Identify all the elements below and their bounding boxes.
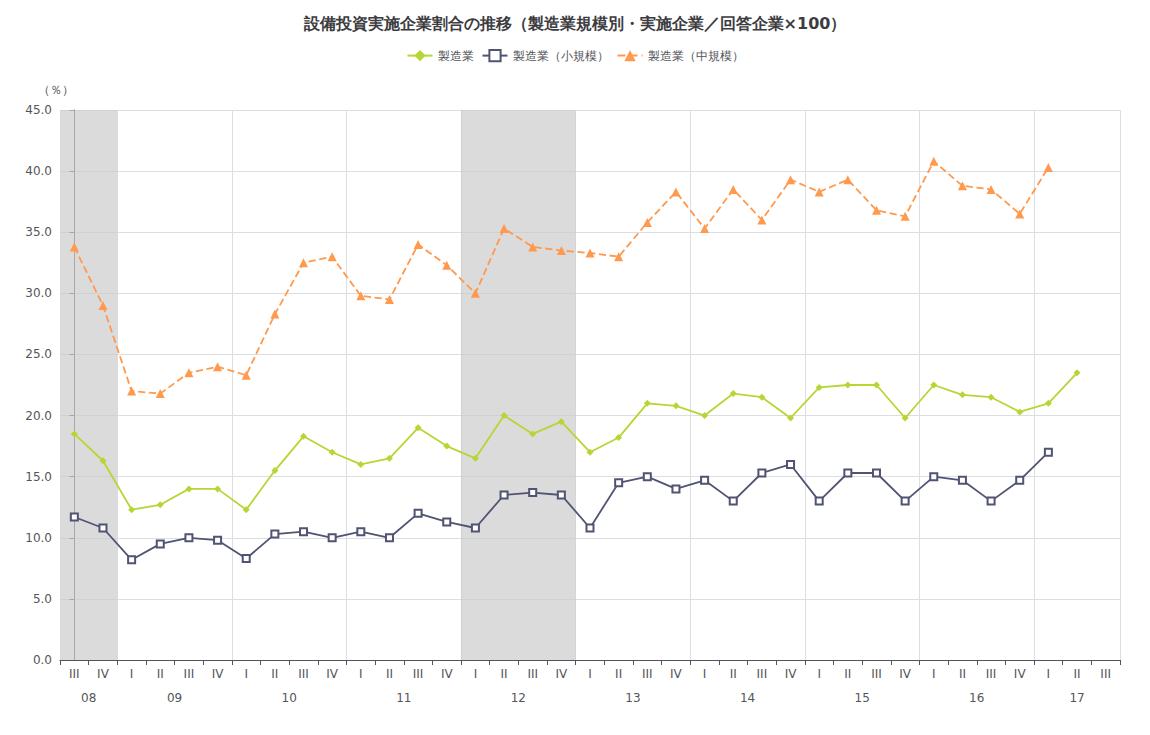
svg-text:III: III xyxy=(298,667,309,681)
svg-text:IV: IV xyxy=(326,667,339,681)
svg-text:IV: IV xyxy=(899,667,912,681)
svg-text:15.0: 15.0 xyxy=(25,470,52,484)
svg-text:III: III xyxy=(69,667,80,681)
svg-text:35.0: 35.0 xyxy=(25,225,52,239)
svg-text:45.0: 45.0 xyxy=(25,103,52,117)
svg-text:（％）: （％） xyxy=(38,83,74,97)
svg-text:製造業（中規模）: 製造業（中規模） xyxy=(648,49,744,63)
svg-text:10.0: 10.0 xyxy=(25,531,52,545)
svg-text:11: 11 xyxy=(396,691,411,705)
svg-text:III: III xyxy=(1100,667,1111,681)
svg-text:III: III xyxy=(413,667,424,681)
svg-text:II: II xyxy=(157,667,164,681)
svg-text:16: 16 xyxy=(969,691,984,705)
svg-text:I: I xyxy=(359,667,363,681)
svg-text:09: 09 xyxy=(167,691,182,705)
svg-text:III: III xyxy=(871,667,882,681)
svg-text:17: 17 xyxy=(1069,691,1084,705)
svg-text:II: II xyxy=(501,667,508,681)
svg-text:0.0: 0.0 xyxy=(33,653,52,667)
svg-text:II: II xyxy=(615,667,622,681)
svg-text:IV: IV xyxy=(97,667,110,681)
svg-text:II: II xyxy=(386,667,393,681)
svg-text:製造業: 製造業 xyxy=(438,49,474,63)
svg-text:08: 08 xyxy=(81,691,96,705)
svg-text:I: I xyxy=(588,667,592,681)
svg-text:II: II xyxy=(271,667,278,681)
svg-text:I: I xyxy=(932,667,936,681)
svg-text:IV: IV xyxy=(212,667,225,681)
svg-text:III: III xyxy=(642,667,653,681)
svg-text:III: III xyxy=(527,667,538,681)
svg-text:IV: IV xyxy=(670,667,683,681)
svg-text:II: II xyxy=(730,667,737,681)
svg-text:13: 13 xyxy=(625,691,640,705)
svg-text:20.0: 20.0 xyxy=(25,409,52,423)
svg-text:30.0: 30.0 xyxy=(25,286,52,300)
svg-text:14: 14 xyxy=(740,691,755,705)
svg-text:I: I xyxy=(1047,667,1051,681)
svg-text:10: 10 xyxy=(282,691,297,705)
svg-text:5.0: 5.0 xyxy=(33,592,52,606)
svg-text:15: 15 xyxy=(855,691,870,705)
svg-text:IV: IV xyxy=(441,667,454,681)
svg-text:I: I xyxy=(703,667,707,681)
svg-text:I: I xyxy=(817,667,821,681)
svg-text:IV: IV xyxy=(555,667,568,681)
svg-text:II: II xyxy=(844,667,851,681)
svg-text:40.0: 40.0 xyxy=(25,164,52,178)
svg-text:I: I xyxy=(474,667,478,681)
svg-text:I: I xyxy=(130,667,134,681)
svg-text:製造業（小規模）: 製造業（小規模） xyxy=(513,49,609,63)
svg-text:I: I xyxy=(244,667,248,681)
svg-text:25.0: 25.0 xyxy=(25,347,52,361)
svg-text:IV: IV xyxy=(1014,667,1027,681)
svg-text:12: 12 xyxy=(511,691,526,705)
svg-text:IV: IV xyxy=(785,667,798,681)
svg-text:III: III xyxy=(757,667,768,681)
svg-text:設備投資実施企業割合の推移（製造業規模別・実施企業／回答企業: 設備投資実施企業割合の推移（製造業規模別・実施企業／回答企業×100） xyxy=(303,14,847,33)
svg-text:III: III xyxy=(986,667,997,681)
svg-text:II: II xyxy=(959,667,966,681)
svg-text:II: II xyxy=(1073,667,1080,681)
svg-text:III: III xyxy=(184,667,195,681)
